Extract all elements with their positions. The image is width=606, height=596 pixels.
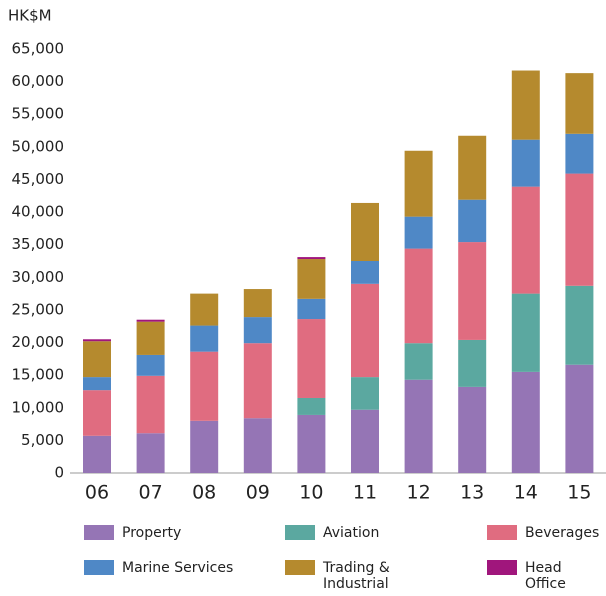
y-tick-label: 0 bbox=[54, 464, 64, 482]
legend-swatch bbox=[487, 560, 517, 575]
bar-segment bbox=[458, 242, 487, 340]
bar-segment bbox=[83, 435, 111, 473]
bar-segment bbox=[136, 354, 165, 376]
bar-segment bbox=[351, 202, 379, 261]
legend-swatch bbox=[285, 525, 315, 540]
y-tick-label: 50,000 bbox=[12, 137, 65, 155]
legend-swatch bbox=[487, 525, 517, 540]
bar-segment bbox=[351, 409, 379, 473]
bar-segment bbox=[565, 173, 594, 286]
legend-item: Aviation bbox=[285, 525, 379, 541]
bar-segment bbox=[297, 414, 326, 473]
bar-segment bbox=[83, 341, 111, 378]
bar-segment bbox=[404, 379, 433, 473]
bar-segment bbox=[458, 386, 487, 473]
bar-segment bbox=[243, 317, 272, 344]
legend-item: Trading & Industrial bbox=[285, 560, 403, 592]
bar-segment bbox=[565, 133, 594, 174]
chart: HK$M 0 5,000 10,000 15,000 20,000 25,000 30,00… bbox=[8, 7, 606, 501]
legend-swatch bbox=[285, 560, 315, 575]
y-tick-label: 40,000 bbox=[12, 203, 65, 221]
bar-segment bbox=[190, 351, 219, 421]
bar-segment bbox=[511, 186, 540, 294]
legend-label: Beverages bbox=[525, 525, 600, 541]
x-tick-label: 11 bbox=[353, 482, 377, 501]
y-tick-label: 5,000 bbox=[21, 431, 64, 449]
x-tick-label: 12 bbox=[407, 482, 431, 501]
x-tick-label: 08 bbox=[192, 482, 216, 501]
x-tick-label: 14 bbox=[514, 482, 538, 501]
x-tick-label: 07 bbox=[139, 482, 163, 501]
bar-segment bbox=[297, 319, 326, 398]
y-tick-label: 55,000 bbox=[12, 105, 65, 123]
legend-label: Trading & Industrial bbox=[323, 560, 390, 592]
x-tick-label: 15 bbox=[567, 482, 591, 501]
legend-item: Beverages bbox=[487, 525, 599, 541]
legend-label: Marine Services bbox=[122, 560, 234, 576]
bar-segment bbox=[136, 433, 165, 473]
y-tick-label: 35,000 bbox=[12, 235, 65, 253]
y-tick-label: 25,000 bbox=[12, 300, 65, 318]
legend-swatch bbox=[84, 560, 114, 575]
bar-segment bbox=[83, 377, 111, 391]
legend-item: Property bbox=[84, 525, 181, 541]
bar-segment bbox=[565, 285, 594, 365]
x-tick-label: 10 bbox=[299, 482, 323, 501]
bar-segment bbox=[190, 325, 219, 352]
y-axis-label: HK$M bbox=[8, 7, 52, 25]
bar-segment bbox=[565, 364, 594, 473]
legend-label: Head Office bbox=[525, 560, 566, 592]
x-tick-label: 06 bbox=[85, 482, 109, 501]
bar-segment bbox=[243, 418, 272, 473]
bar-segment bbox=[297, 397, 326, 415]
bar-segment bbox=[511, 371, 540, 473]
bar-segment bbox=[297, 257, 326, 260]
bar-segment bbox=[458, 199, 487, 243]
y-tick-label: 15,000 bbox=[12, 366, 65, 384]
bar-segment bbox=[136, 375, 165, 434]
x-tick-label: 13 bbox=[460, 482, 484, 501]
bar-segment bbox=[404, 150, 433, 217]
y-tick-label: 45,000 bbox=[12, 170, 65, 188]
x-tick-label: 09 bbox=[246, 482, 270, 501]
y-tick-label: 30,000 bbox=[12, 268, 65, 286]
bar-segment bbox=[297, 259, 326, 299]
bar-segment bbox=[404, 343, 433, 380]
bar-segment bbox=[83, 339, 111, 342]
bar-segment bbox=[351, 283, 379, 378]
bar-segment bbox=[351, 377, 379, 410]
bar-segment bbox=[136, 319, 165, 322]
legend-item: Head Office bbox=[487, 560, 606, 592]
bar-segment bbox=[136, 321, 165, 355]
legend-item: Marine Services bbox=[84, 560, 233, 576]
bar-segment bbox=[351, 261, 379, 284]
bar-segment bbox=[190, 420, 219, 473]
bar-segment bbox=[511, 139, 540, 187]
y-tick-label: 60,000 bbox=[12, 72, 65, 90]
legend-label: Aviation bbox=[323, 525, 380, 541]
y-tick-label: 20,000 bbox=[12, 333, 65, 351]
legend-label: Property bbox=[122, 525, 182, 541]
bar-segment bbox=[565, 73, 594, 134]
y-tick-label: 65,000 bbox=[12, 40, 65, 58]
bar-segment bbox=[458, 339, 487, 387]
bar-segment bbox=[511, 70, 540, 140]
y-tick-label: 10,000 bbox=[12, 398, 65, 416]
bar-segment bbox=[511, 293, 540, 372]
bar-segment bbox=[243, 289, 272, 318]
bar-segment bbox=[404, 216, 433, 249]
bar-segment bbox=[297, 298, 326, 320]
bar-segment bbox=[458, 135, 487, 200]
bar-segment bbox=[243, 343, 272, 419]
bar-segment bbox=[83, 390, 111, 436]
bar-segment bbox=[404, 248, 433, 344]
bar-segment bbox=[190, 293, 219, 326]
legend-swatch bbox=[84, 525, 114, 540]
